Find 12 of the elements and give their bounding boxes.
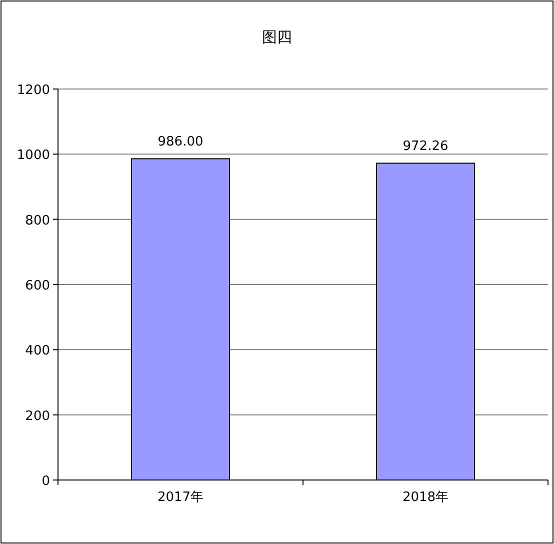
data-label: 972.26 bbox=[402, 139, 448, 154]
y-tick-label: 200 bbox=[25, 408, 50, 424]
y-tick-label: 800 bbox=[25, 213, 50, 228]
y-tick-label: 400 bbox=[25, 344, 50, 359]
chart-title: 图四 bbox=[262, 28, 292, 46]
y-tick-label: 600 bbox=[25, 278, 50, 294]
y-tick-label: 1000 bbox=[16, 148, 50, 164]
x-tick-label: 2017年 bbox=[157, 490, 204, 505]
y-tick-label: 1200 bbox=[16, 83, 50, 98]
y-tick-label: 0 bbox=[42, 474, 50, 489]
data-label: 986.00 bbox=[158, 134, 204, 150]
x-tick-label: 2018年 bbox=[402, 490, 449, 505]
